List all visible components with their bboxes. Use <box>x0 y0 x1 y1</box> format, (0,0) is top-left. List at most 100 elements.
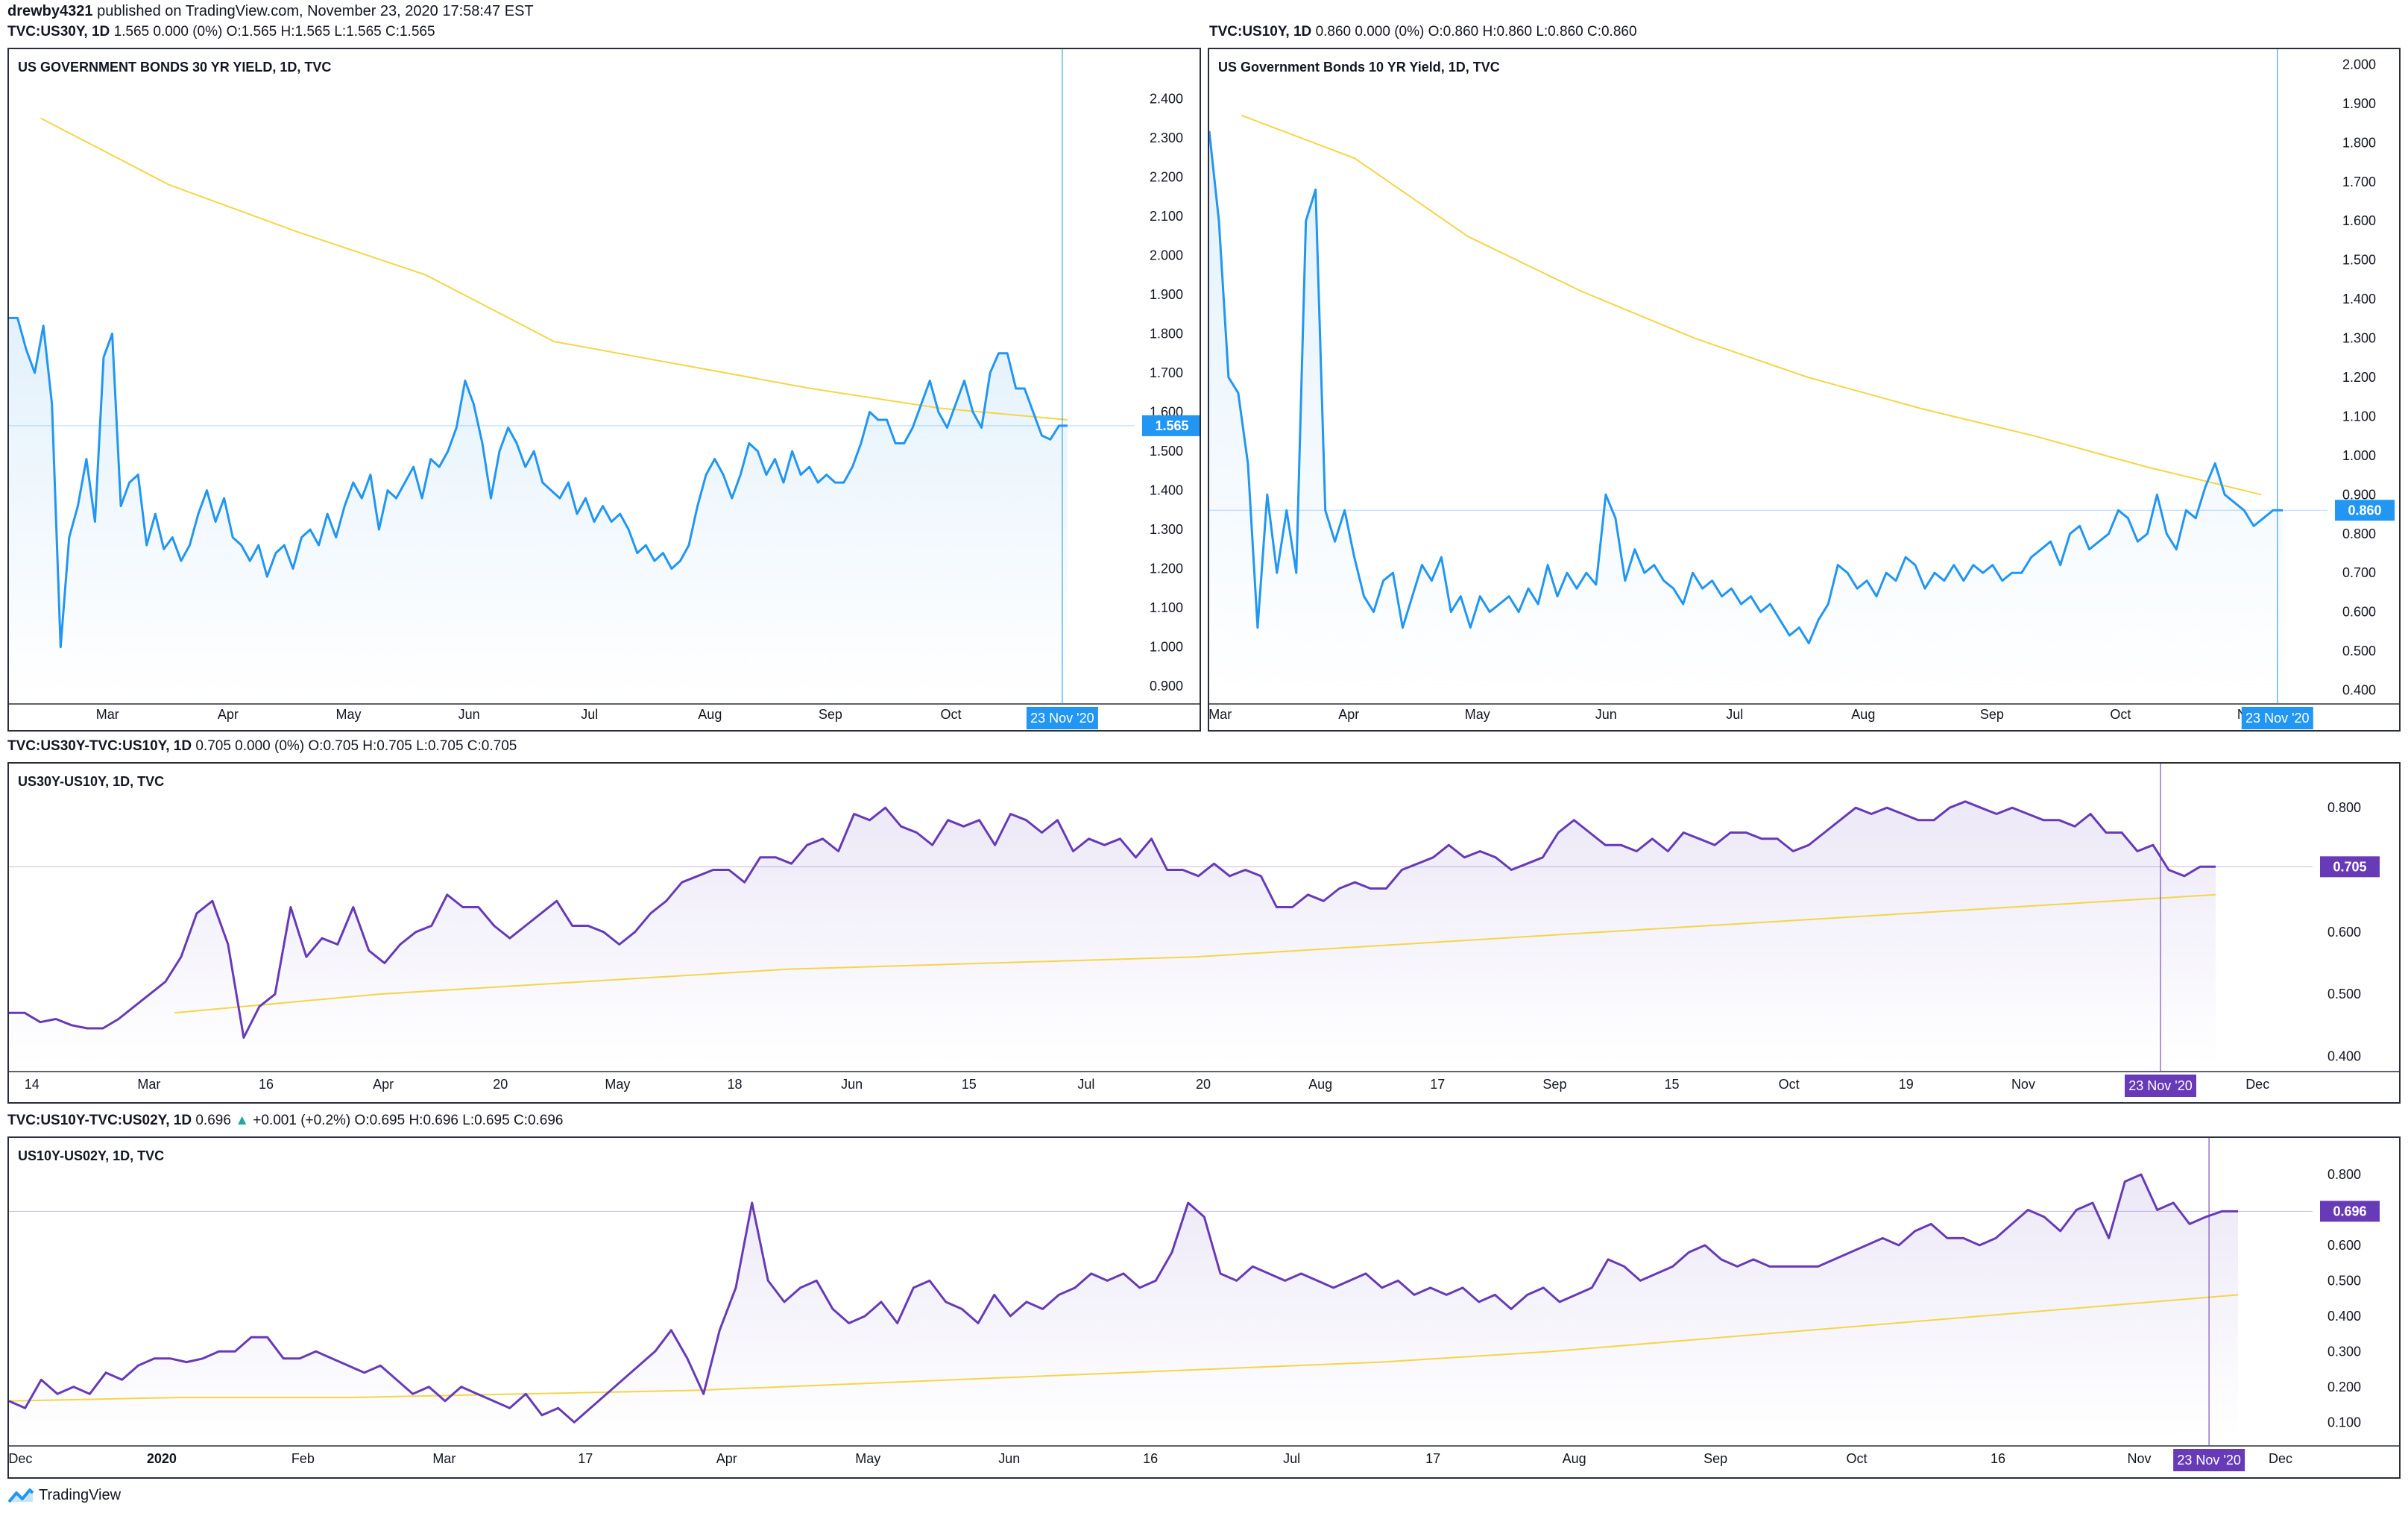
y-tick-label: 1.000 <box>2342 448 2376 463</box>
x-tick-label: 17 <box>1425 1451 1440 1466</box>
chart-svg-spread-30y-10y[interactable]: 0.8000.7000.6000.5000.40014Mar16Apr20May… <box>9 764 2399 1102</box>
tradingview-footer[interactable]: TradingView <box>7 1487 121 1504</box>
moving-average-line <box>174 893 2216 1014</box>
x-tick-label: Feb <box>291 1451 315 1466</box>
x-tick-label: Aug <box>698 707 722 722</box>
series-line <box>9 316 1068 649</box>
series-line <box>1209 130 2283 645</box>
y-tick-label: 0.900 <box>1150 679 1183 694</box>
y-tick-label: 0.800 <box>2327 1167 2361 1182</box>
y-tick-label: 1.300 <box>2342 331 2376 346</box>
y-tick-label: 0.700 <box>2342 565 2376 580</box>
series-line <box>9 800 2216 1039</box>
cursor-date-label: 23 Nov '20 <box>2177 1453 2241 1468</box>
x-tick-label: 19 <box>1899 1077 1914 1092</box>
y-tick-label: 0.400 <box>2327 1309 2361 1324</box>
symbol-value: 0.696 <box>195 1113 231 1128</box>
y-tick-label: 0.900 <box>2342 487 2376 502</box>
chart-panel-spread-30y-10y[interactable]: 0.8000.7000.6000.5000.40014Mar16Apr20May… <box>7 762 2401 1104</box>
symbol-open: O:0.695 <box>354 1113 406 1128</box>
y-tick-label: 2.100 <box>1150 209 1183 224</box>
symbol-values: 0.705 0.000 (0%) <box>195 738 305 754</box>
y-tick-label: 2.400 <box>1150 91 1183 106</box>
chart-title: US Government Bonds 10 YR Yield, 1D, TVC <box>1218 60 1500 75</box>
y-tick-label: 0.100 <box>2327 1415 2361 1430</box>
y-tick-label: 0.500 <box>2327 1273 2361 1288</box>
symbol-name: TVC:US30Y-TVC:US10Y, 1D <box>7 738 192 754</box>
x-tick-label: Jul <box>1726 707 1743 722</box>
symbol-low: L:0.695 <box>462 1113 510 1128</box>
symbol-high: H:0.696 <box>409 1113 458 1128</box>
chart-title: US GOVERNMENT BONDS 30 YR YIELD, 1D, TVC <box>18 60 332 75</box>
chart-panel-us30y[interactable]: 2.400 2.300 2.200 2.100 2.000 1.900 1.800 1.700… <box>7 48 1201 732</box>
x-tick-label: Apr <box>373 1077 394 1092</box>
x-tick-label: Jul <box>1283 1451 1300 1466</box>
y-tick-label: 0.400 <box>2327 1049 2361 1064</box>
moving-average-line <box>1241 114 2262 496</box>
y-tick-label: 1.100 <box>2342 409 2376 424</box>
y-tick-label: 1.000 <box>1150 640 1183 655</box>
y-tick-label: 0.800 <box>2327 800 2361 815</box>
x-axis: MarAprMayJunJulAugSepOctNov <box>96 707 1083 722</box>
x-tick-label: Aug <box>1851 707 1875 722</box>
y-tick-label: 1.700 <box>1150 365 1183 380</box>
chart-title: US10Y-US02Y, 1D, TVC <box>18 1148 165 1163</box>
symbol-close: C:0.696 <box>513 1113 564 1128</box>
last-value-label: 0.696 <box>2333 1204 2366 1218</box>
last-value-badge <box>2320 1201 2380 1222</box>
x-tick-label: Jul <box>1077 1077 1094 1092</box>
chart-svg-us30y[interactable]: 2.400 2.300 2.200 2.100 2.000 1.900 1.800 1.700… <box>9 49 1200 730</box>
x-tick-label: 18 <box>728 1077 743 1092</box>
y-tick-label: 1.500 <box>1150 444 1183 459</box>
publish-info: published on TradingView.com, November 2… <box>97 3 534 19</box>
x-tick-label: 16 <box>1143 1451 1158 1466</box>
chart-svg-us10y[interactable]: 2.000 1.900 1.800 1.700 1.600 1.500 1.400 1.300… <box>1209 49 2399 730</box>
tradingview-logo-icon <box>7 1488 34 1503</box>
last-value-label: 1.565 <box>1155 418 1188 433</box>
cursor-date-label: 23 Nov '20 <box>2245 711 2310 726</box>
last-value-label: 0.860 <box>2348 503 2381 518</box>
symbol-name: TVC:US30Y, 1D <box>7 24 110 40</box>
publish-header: drewby4321 published on TradingView.com,… <box>7 3 534 20</box>
x-tick-label: 20 <box>1196 1077 1211 1092</box>
x-tick-label: 17 <box>1430 1077 1445 1092</box>
symbol-name: TVC:US10Y-TVC:US02Y, 1D <box>7 1113 192 1128</box>
cursor-date-label: 23 Nov '20 <box>1030 711 1094 726</box>
chart-svg-spread-10y-2y[interactable]: 0.8000.7000.6000.5000.4000.3000.2000.100… <box>9 1138 2399 1477</box>
cursor-date-badge <box>2241 707 2313 729</box>
x-axis: MarAprMayJunJulAugSepOctNov <box>1209 707 2261 722</box>
y-tick-label: 0.500 <box>2327 987 2361 1001</box>
y-axis: 2.000 1.900 1.800 1.700 1.600 1.500 1.400 1.300… <box>2342 57 2376 697</box>
series-area-fill <box>9 1174 2238 1440</box>
symbol-values: 0.860 0.000 (0%) <box>1315 24 1425 40</box>
x-tick-label: Nov <box>2011 1077 2035 1092</box>
chart-panel-spread-10y-2y[interactable]: 0.8000.7000.6000.5000.4000.3000.2000.100… <box>7 1136 2401 1479</box>
x-tick-label: Jun <box>998 1451 1020 1466</box>
x-tick-label: Mar <box>1209 707 1232 722</box>
chart-panel-us10y[interactable]: 2.000 1.900 1.800 1.700 1.600 1.500 1.400 1.300… <box>1208 48 2401 732</box>
x-tick-label: Nov <box>2128 1451 2152 1466</box>
y-tick-label: 1.300 <box>1150 522 1183 537</box>
y-tick-label: 1.200 <box>1150 562 1183 576</box>
x-tick-label: Apr <box>716 1451 737 1466</box>
x-tick-label: 20 <box>493 1077 508 1092</box>
series-area-fill <box>9 318 1068 698</box>
x-tick-label: Dec <box>9 1451 32 1466</box>
y-tick-label: 0.500 <box>2342 644 2376 658</box>
x-tick-label: Jun <box>1595 707 1617 722</box>
x-tick-label: May <box>855 1451 880 1466</box>
author-name[interactable]: drewby4321 <box>7 3 93 19</box>
cursor-date-badge <box>2125 1075 2196 1097</box>
symbol-line-us10y: TVC:US10Y, 1D 0.860 0.000 (0%) O:0.860 H… <box>1209 24 1637 40</box>
tradingview-brand: TradingView <box>39 1487 122 1503</box>
last-value-label: 0.705 <box>2333 859 2366 874</box>
symbol-line-spread2: TVC:US10Y-TVC:US02Y, 1D 0.696 ▲ +0.001 (… <box>7 1113 564 1129</box>
symbol-line-spread1: TVC:US30Y-TVC:US10Y, 1D 0.705 0.000 (0%)… <box>7 738 517 755</box>
x-tick-label: Apr <box>1338 707 1359 722</box>
series-area-fill <box>9 801 2216 1066</box>
x-tick-label: 15 <box>1665 1077 1680 1092</box>
x-tick-label: Dec <box>2269 1451 2292 1466</box>
y-tick-label: 2.200 <box>1150 169 1183 184</box>
x-tick-label: Sep <box>1980 707 2004 722</box>
